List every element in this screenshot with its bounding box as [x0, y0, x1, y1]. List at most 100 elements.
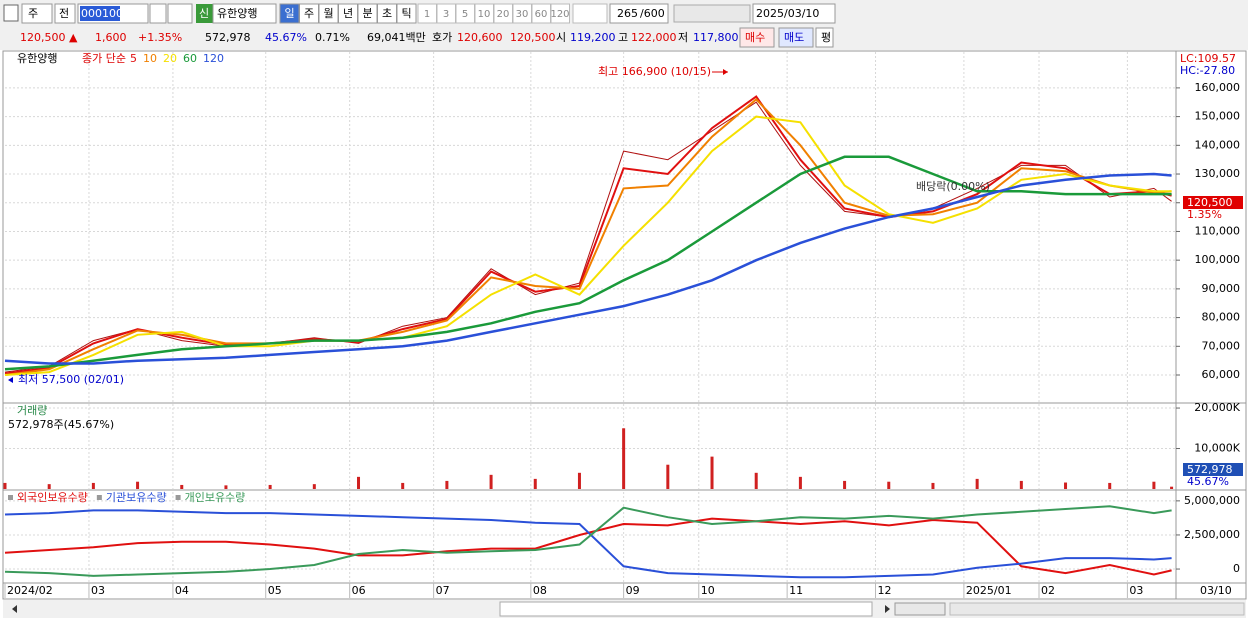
- minute-button[interactable]: [550, 3, 570, 24]
- trade-button[interactable]: [815, 27, 834, 48]
- period-button[interactable]: [396, 3, 417, 24]
- volume-bar: [445, 480, 449, 489]
- legend-entry: 60: [183, 52, 197, 65]
- period-label: 월: [323, 7, 333, 20]
- scroll-thumb[interactable]: [499, 601, 873, 617]
- volume-bar: [622, 428, 626, 489]
- hc-label: HC:-27.80: [1180, 64, 1235, 77]
- annotation-arrowhead: [8, 377, 13, 383]
- last-date: 03/10: [1200, 584, 1232, 597]
- minute-label: 30: [516, 9, 529, 20]
- info-item: 122,000: [631, 31, 677, 44]
- scroll-right[interactable]: [885, 605, 890, 613]
- count-box[interactable]: [609, 3, 669, 24]
- info-item: 시: [556, 31, 566, 44]
- info-item: 117,800: [693, 31, 739, 44]
- info-item: 매도: [784, 31, 804, 44]
- volume-bar: [1108, 482, 1112, 489]
- y-tick-label: 110,000: [1195, 224, 1241, 237]
- count-text: 265: [617, 7, 638, 20]
- period-label: 주: [304, 7, 314, 20]
- series-line: [4, 172, 1172, 365]
- volume-bar: [180, 484, 184, 489]
- volume-bar: [268, 484, 272, 489]
- volume-subtitle: 572,978주(45.67%): [8, 418, 114, 431]
- x-tick-label: 11: [789, 584, 803, 597]
- trade-button[interactable]: [739, 27, 775, 48]
- volume-bar: [1152, 481, 1156, 489]
- play-controls[interactable]: [894, 602, 946, 616]
- date-box[interactable]: [752, 3, 836, 24]
- y-tick-label: 100,000: [1195, 253, 1241, 266]
- y-tick-label: 5,000,000: [1184, 494, 1240, 507]
- menu-icon[interactable]: [3, 4, 19, 22]
- plots: [3, 95, 1174, 579]
- x-tick-label: 03: [91, 584, 105, 597]
- volume-last: 572,978: [1187, 463, 1233, 476]
- zoom-controls[interactable]: [949, 602, 1245, 616]
- volume-bar: [931, 482, 935, 489]
- annotation-low: 최저 57,500 (02/01): [18, 373, 124, 386]
- last-change: 1.35%: [1187, 208, 1222, 221]
- volume-bar: [666, 464, 670, 489]
- code-text: 000100: [81, 7, 123, 20]
- minute-label: 1: [424, 9, 430, 20]
- legend-entry: 외국인보유수량: [17, 491, 88, 504]
- info-item: +1.35%: [138, 31, 182, 44]
- legend-entry: 개인보유수량: [185, 491, 246, 504]
- annotation-arrowhead: [723, 69, 728, 75]
- volume-last-box: [1183, 463, 1243, 476]
- y-tick-label: 160,000: [1195, 81, 1241, 94]
- y-tick-label: 150,000: [1195, 110, 1241, 123]
- minute-label: 20: [497, 9, 510, 20]
- x-tick-label: 06: [352, 584, 366, 597]
- y-tick-label: 2,500,000: [1184, 528, 1240, 541]
- count-max: /600: [640, 7, 665, 20]
- info-bar: 120,500 ▲ 1,600 +1.35% 572,978 45.67% 0.71% 69…: [20, 27, 834, 48]
- period-label: 년: [343, 7, 353, 20]
- info-item: 호가: [432, 31, 452, 44]
- y-tick-label: 140,000: [1195, 138, 1241, 151]
- info-item: 120,500 ▲: [20, 31, 78, 44]
- date-text: 2025/03/10: [756, 7, 819, 20]
- sound-button[interactable]: [167, 3, 193, 24]
- x-tick-label: 04: [175, 584, 189, 597]
- last-price: 120,500: [1187, 196, 1233, 209]
- lc-label: LC:109.57: [1180, 52, 1236, 65]
- series-line: [4, 509, 1172, 579]
- search-button[interactable]: [149, 3, 167, 24]
- tool-icons[interactable]: [673, 4, 751, 23]
- y-tick-label: 0: [1233, 562, 1240, 575]
- chart-area: [2, 50, 1247, 600]
- last-price-box: [1183, 196, 1243, 209]
- legend-entry: 120: [203, 52, 224, 65]
- legend-entry: 10: [143, 52, 157, 65]
- volume-bar: [798, 476, 802, 489]
- trade-button[interactable]: [778, 27, 814, 48]
- type-select[interactable]: [21, 3, 53, 24]
- prev-button[interactable]: [54, 3, 76, 24]
- y-tick-label: 90,000: [1202, 282, 1241, 295]
- minute-label: 60: [535, 9, 548, 20]
- period-dropdown[interactable]: [572, 3, 608, 24]
- volume-bar: [136, 481, 140, 489]
- info-item: 69,041백만: [367, 31, 426, 44]
- volume-bar: [401, 482, 405, 489]
- volume-bar: [843, 480, 847, 489]
- series-line: [4, 517, 1172, 576]
- minute-label: 3: [443, 9, 449, 20]
- info-item: 119,200: [570, 31, 616, 44]
- stock-name: 유한양행: [217, 7, 257, 20]
- annotation-dividend: 배당락(0.00%): [916, 180, 990, 193]
- volume-bar: [710, 456, 714, 489]
- volume-bar: [47, 484, 51, 489]
- x-tick-label: 2025/01: [966, 584, 1012, 597]
- legend-entry: 기관보유수량: [106, 491, 167, 504]
- credit-badge: [196, 4, 213, 23]
- info-item: 평: [821, 31, 831, 44]
- legend-entry: 5: [130, 52, 137, 65]
- volume-bar: [533, 478, 537, 489]
- info-item: 120,500: [510, 31, 556, 44]
- volume-bar: [1019, 480, 1023, 489]
- scroll-left[interactable]: [12, 605, 17, 613]
